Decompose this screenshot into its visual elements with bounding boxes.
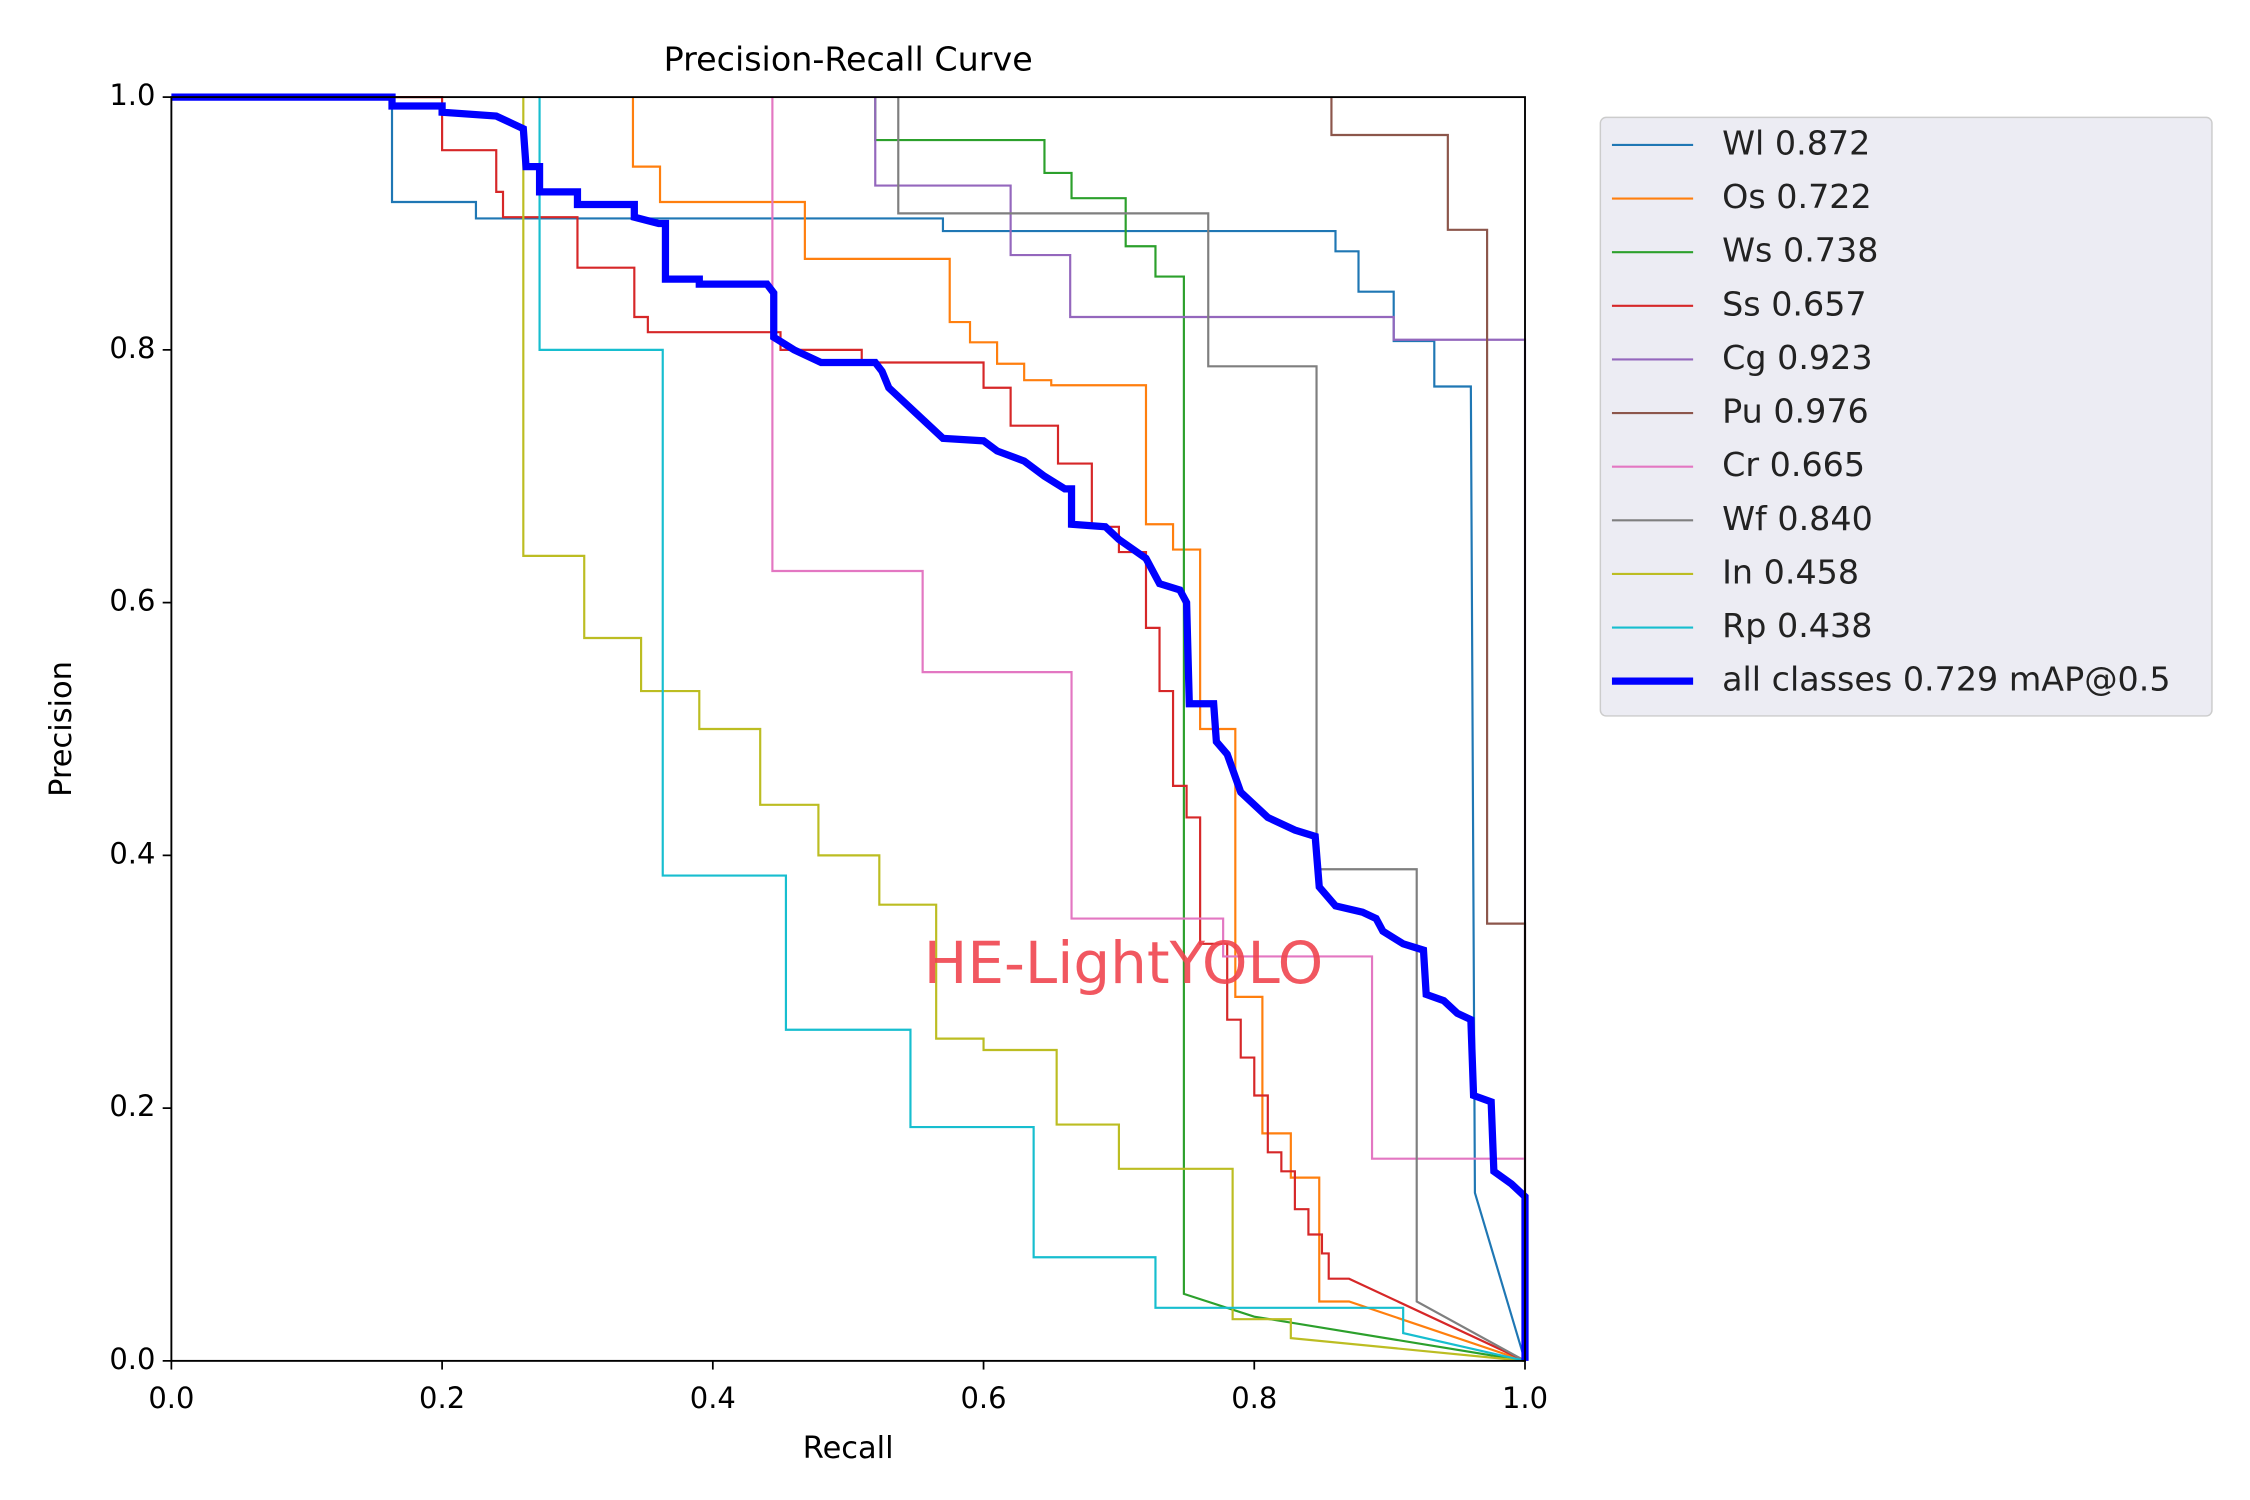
plot-area xyxy=(171,93,1529,1362)
x-tick-label: 0.0 xyxy=(148,1381,194,1415)
axes-frame xyxy=(170,96,1526,1362)
legend-label: Cr 0.665 xyxy=(1722,445,1865,484)
pr-curve xyxy=(631,97,1526,1362)
legend-label: Ss 0.657 xyxy=(1722,284,1867,323)
legend-label: In 0.458 xyxy=(1722,552,1859,591)
legend-label: Os 0.722 xyxy=(1722,177,1872,216)
pr-curve xyxy=(171,96,1526,1362)
legend-label: Ws 0.738 xyxy=(1722,231,1878,270)
legend-label: Wl 0.872 xyxy=(1722,123,1870,162)
x-tick-label: 0.2 xyxy=(419,1381,465,1415)
x-tick-label: 1.0 xyxy=(1502,1381,1548,1415)
pr-curve xyxy=(1330,97,1527,1361)
y-tick-label: 0.6 xyxy=(109,584,155,618)
pr-curve xyxy=(771,97,1525,1160)
watermark: HE-LightYOLO xyxy=(924,929,1324,997)
y-tick-label: 0.0 xyxy=(109,1342,155,1376)
pr-curve xyxy=(897,97,1526,1362)
y-tick-label: 0.8 xyxy=(109,331,155,365)
chart-title: Precision-Recall Curve xyxy=(664,39,1033,78)
legend-label: Rp 0.438 xyxy=(1722,606,1872,645)
x-tick-label: 0.8 xyxy=(1231,1381,1277,1415)
legend-label: Cg 0.923 xyxy=(1722,338,1872,377)
y-tick-label: 0.2 xyxy=(109,1089,155,1123)
legend-label: Pu 0.976 xyxy=(1722,392,1869,431)
x-tick-label: 0.4 xyxy=(690,1381,736,1415)
x-tick-label: 0.6 xyxy=(961,1381,1007,1415)
y-tick-label: 1.0 xyxy=(109,78,155,112)
y-axis-label: Precision xyxy=(44,661,79,797)
pr-curve xyxy=(171,96,1527,1362)
y-tick-label: 0.4 xyxy=(109,836,155,870)
pr-curve xyxy=(874,97,1526,1362)
legend-box xyxy=(1599,116,2213,717)
pr-curve xyxy=(874,97,1527,1361)
legend-label: all classes 0.729 mAP@0.5 xyxy=(1722,660,2170,699)
pr-curve xyxy=(171,93,1529,1361)
legend-label: Wf 0.840 xyxy=(1722,499,1873,538)
x-axis-label: Recall xyxy=(803,1431,894,1466)
pr-curve xyxy=(538,97,1526,1362)
pr-curve xyxy=(522,97,1526,1362)
